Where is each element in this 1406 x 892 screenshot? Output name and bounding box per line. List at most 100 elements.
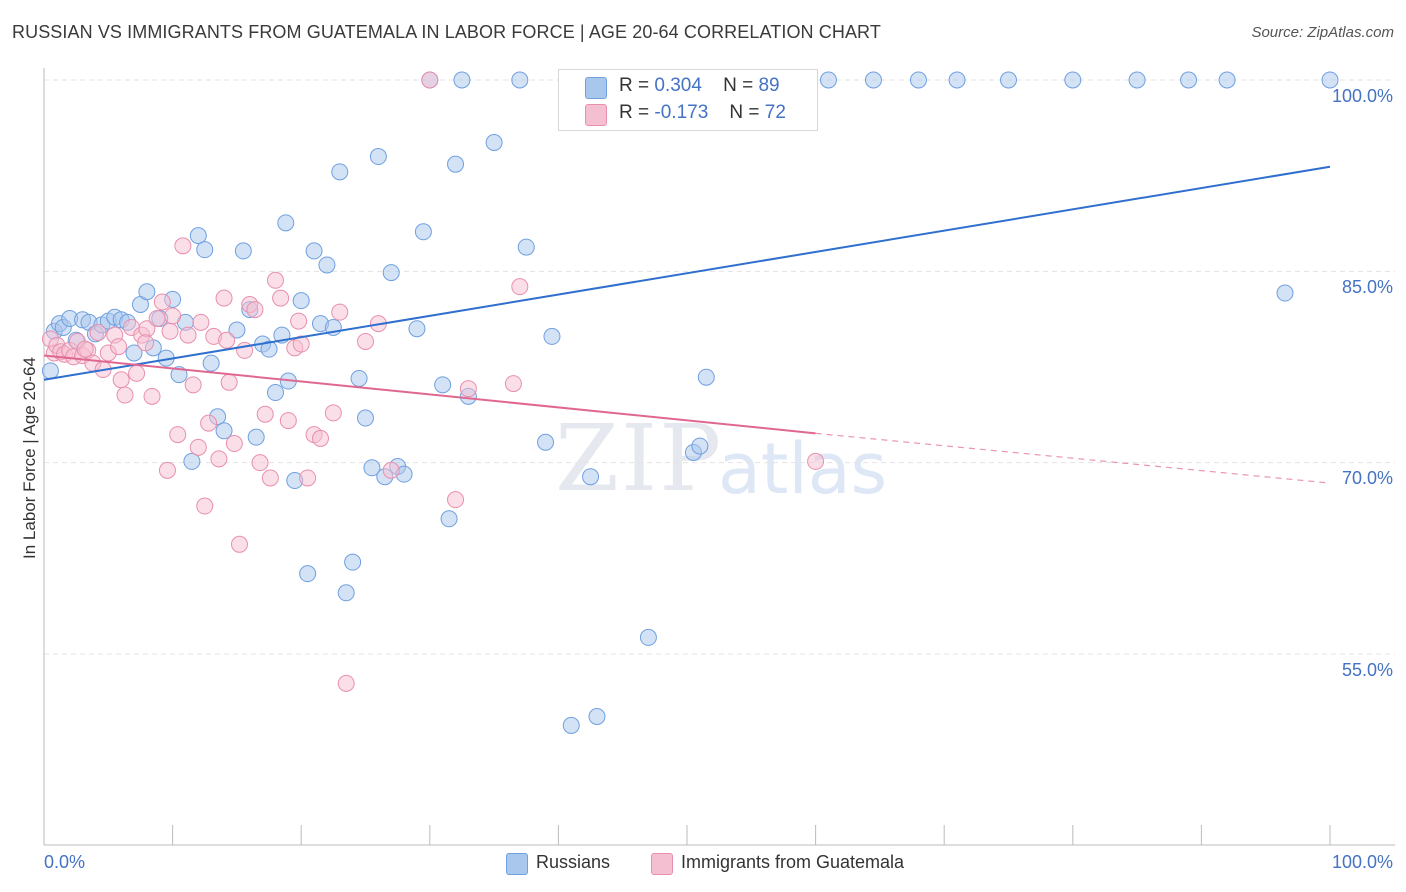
russians-point <box>266 384 284 402</box>
guatemala-point <box>218 331 236 349</box>
guatemala-point <box>179 326 197 344</box>
guatemala-point <box>200 414 218 432</box>
russians-point <box>697 368 715 386</box>
russians-point <box>485 134 503 152</box>
russians-point <box>864 71 882 89</box>
legend-swatch <box>506 853 528 875</box>
guatemala-point <box>324 404 342 422</box>
guatemala-point <box>128 364 146 382</box>
guatemala-point <box>110 338 128 356</box>
russians-point <box>511 71 529 89</box>
guatemala-point <box>266 271 284 289</box>
guatemala-point <box>230 535 248 553</box>
guatemala-point <box>290 312 308 330</box>
russians-point <box>299 565 317 583</box>
russians-point <box>363 459 381 477</box>
guatemala-point <box>196 497 214 515</box>
russians-point <box>234 242 252 260</box>
russians-point <box>453 71 471 89</box>
guatemala-point <box>225 435 243 453</box>
guatemala-point <box>76 340 94 358</box>
russians-point <box>1000 71 1017 89</box>
legend-swatch-guatemala <box>585 104 607 126</box>
legend-swatch <box>651 853 673 875</box>
russians-point <box>247 428 265 446</box>
guatemala-point <box>311 429 329 447</box>
guatemala-trend-line <box>43 354 816 435</box>
guatemala-point <box>158 461 176 479</box>
guatemala-point <box>511 278 529 296</box>
russians-point <box>189 227 207 245</box>
russians-point <box>1180 71 1198 89</box>
russians-trend-line <box>43 165 1331 381</box>
correlation-legend: R = 0.304 N = 89 R = -0.173 N = 72 <box>558 69 818 131</box>
russians-point <box>414 223 432 241</box>
guatemala-point <box>137 334 155 352</box>
guatemala-point <box>184 376 202 394</box>
chart-title: RUSSIAN VS IMMIGRANTS FROM GUATEMALA IN … <box>12 22 881 42</box>
y-tick-label: 55.0% <box>1341 660 1393 680</box>
guatemala-point <box>357 332 374 350</box>
russians-point <box>948 71 966 89</box>
y-tick-label: 70.0% <box>1341 468 1393 488</box>
russians-point <box>318 256 336 274</box>
guatemala-point <box>504 375 522 393</box>
guatemala-point <box>112 371 130 389</box>
russians-point <box>202 354 220 372</box>
russians-point <box>1276 284 1294 302</box>
russians-point <box>344 553 362 571</box>
watermark-atlas: atlas <box>718 428 888 510</box>
guatemala-point <box>169 426 187 444</box>
russians-point <box>543 327 561 345</box>
guatemala-point <box>256 405 274 423</box>
guatemala-point <box>192 313 210 331</box>
russians-point <box>337 584 355 602</box>
russians-point <box>588 708 606 726</box>
guatemala-point <box>246 301 264 319</box>
guatemala-point <box>89 324 107 342</box>
russians-point <box>138 283 156 301</box>
guatemala-point <box>161 322 179 340</box>
guatemala-point <box>447 491 465 509</box>
russians-point <box>292 292 310 310</box>
russians-point <box>819 71 837 89</box>
russians-point <box>41 362 59 380</box>
legend-label: Russians <box>536 852 611 872</box>
russians-point <box>909 71 927 89</box>
legend-stats-russians: R = 0.304 N = 89 <box>619 75 780 96</box>
russians-point <box>440 510 458 528</box>
russians-point <box>215 422 233 440</box>
russians-point <box>357 409 374 427</box>
guatemala-point <box>292 335 310 353</box>
x-tick-label-min: 0.0% <box>44 852 86 872</box>
russians-point <box>537 433 555 451</box>
russians-point <box>277 214 295 232</box>
guatemala-trend-extension <box>815 432 1331 484</box>
guatemala-point <box>143 387 161 405</box>
russians-point <box>305 242 323 260</box>
russians-point <box>1321 71 1339 89</box>
russians-point <box>408 320 426 338</box>
russians-point <box>1064 71 1082 89</box>
russians-point <box>196 241 214 259</box>
guatemala-point <box>421 71 439 89</box>
guatemala-point <box>210 450 228 468</box>
russians-point <box>582 468 600 486</box>
guatemala-point <box>272 289 290 307</box>
guatemala-point <box>337 674 355 692</box>
russians-point <box>170 366 188 384</box>
guatemala-point <box>220 373 238 391</box>
russians-point <box>1128 71 1146 89</box>
x-tick-label-max: 100.0% <box>1331 852 1393 872</box>
guatemala-point <box>164 307 182 325</box>
russians-point <box>447 155 465 173</box>
guatemala-point <box>382 461 400 479</box>
y-tick-label: 85.0% <box>1341 277 1393 297</box>
russians-point <box>260 340 278 358</box>
russians-point <box>350 369 368 387</box>
guatemala-point <box>299 469 317 487</box>
russians-point <box>434 376 452 394</box>
russians-point <box>228 321 246 339</box>
russians-point <box>517 238 535 256</box>
